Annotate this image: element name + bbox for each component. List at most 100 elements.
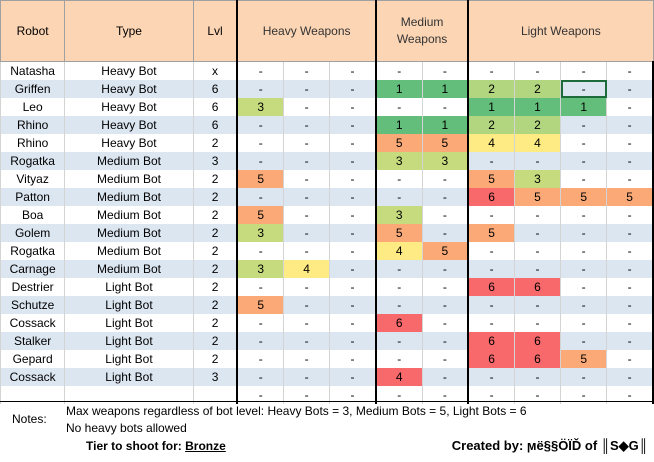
weapon-cell[interactable]: - [329,242,377,260]
weapon-cell[interactable]: - [421,206,469,224]
weapon-cell[interactable]: - [329,116,377,134]
weapon-cell[interactable]: - [236,350,285,368]
lvl-cell[interactable]: 2 [192,134,238,152]
robot-cell[interactable]: Patton [0,188,66,206]
weapon-cell[interactable]: - [606,224,654,242]
weapon-cell[interactable]: - [283,296,331,314]
weapon-cell[interactable]: - [236,242,285,260]
weapon-cell[interactable]: 1 [374,80,423,98]
weapon-cell[interactable]: - [606,278,654,296]
weapon-cell[interactable]: - [467,314,515,332]
weapon-cell[interactable]: - [374,61,423,80]
weapon-cell[interactable]: - [283,98,331,116]
weapon-cell[interactable]: - [329,350,377,368]
weapon-cell[interactable]: - [560,61,608,80]
weapon-cell[interactable]: 5 [236,296,285,314]
weapon-cell[interactable]: - [236,116,285,134]
header-lvl[interactable]: Lvl [192,0,238,62]
weapon-cell[interactable]: 4 [283,260,331,278]
weapon-cell[interactable]: - [236,314,285,332]
weapon-cell[interactable]: 2 [513,116,562,134]
type-cell[interactable]: Light Bot [64,368,194,386]
weapon-cell[interactable]: 2 [467,116,515,134]
weapon-cell[interactable]: - [606,61,654,80]
weapon-cell[interactable]: - [329,260,377,278]
weapon-cell[interactable]: 4 [374,242,423,260]
weapon-cell[interactable]: - [467,296,515,314]
lvl-cell[interactable]: 2 [192,260,238,278]
weapon-cell[interactable]: - [560,116,608,134]
lvl-cell[interactable]: x [192,61,238,80]
weapon-cell[interactable]: 6 [467,188,515,206]
weapon-cell[interactable]: - [606,386,654,404]
weapon-cell[interactable]: 4 [374,368,423,386]
weapon-cell[interactable]: - [513,61,562,80]
weapon-cell[interactable]: 3 [236,98,285,116]
lvl-cell[interactable]: 2 [192,332,238,350]
weapon-cell[interactable]: - [467,206,515,224]
weapon-cell[interactable]: 5 [421,134,469,152]
weapon-cell[interactable]: 6 [513,332,562,350]
weapon-cell[interactable]: - [283,314,331,332]
robot-cell[interactable]: Destrier [0,278,66,296]
robot-cell[interactable]: Rogatka [0,242,66,260]
weapon-cell[interactable]: 2 [513,80,562,98]
type-cell[interactable]: Light Bot [64,332,194,350]
weapon-cell[interactable]: 5 [374,224,423,242]
weapon-cell[interactable]: 5 [513,188,562,206]
weapon-cell[interactable]: 1 [421,116,469,134]
weapon-cell[interactable]: - [374,188,423,206]
weapon-cell[interactable]: 1 [467,98,515,116]
weapon-cell[interactable]: - [283,116,331,134]
type-cell[interactable]: Heavy Bot [64,134,194,152]
weapon-cell[interactable]: - [467,152,515,170]
type-cell[interactable]: Light Bot [64,278,194,296]
weapon-cell[interactable]: 5 [560,350,608,368]
weapon-cell[interactable]: - [283,61,331,80]
weapon-cell[interactable]: - [560,332,608,350]
weapon-cell[interactable]: - [329,152,377,170]
weapon-cell[interactable]: - [236,188,285,206]
weapon-cell[interactable]: - [560,260,608,278]
weapon-cell[interactable]: - [236,368,285,386]
weapon-cell[interactable]: - [329,332,377,350]
type-cell[interactable]: Light Bot [64,296,194,314]
weapon-cell[interactable]: 3 [421,152,469,170]
lvl-cell[interactable]: 2 [192,296,238,314]
weapon-cell[interactable]: - [467,260,515,278]
weapon-cell[interactable]: 1 [374,116,423,134]
weapon-cell[interactable]: - [329,314,377,332]
weapon-cell[interactable]: 1 [560,98,608,116]
weapon-cell[interactable]: - [467,368,515,386]
weapon-cell[interactable]: - [560,134,608,152]
weapon-cell[interactable]: - [236,134,285,152]
weapon-cell[interactable]: 5 [560,188,608,206]
weapon-cell[interactable]: - [421,296,469,314]
weapon-cell[interactable]: - [606,80,654,98]
type-cell[interactable]: Medium Bot [64,260,194,278]
robot-cell[interactable]: Stalker [0,332,66,350]
type-cell[interactable]: Heavy Bot [64,80,194,98]
type-cell[interactable]: Heavy Bot [64,61,194,80]
weapon-cell[interactable]: 5 [467,224,515,242]
weapon-cell[interactable]: - [421,170,469,188]
robot-cell[interactable]: Golem [0,224,66,242]
weapon-cell[interactable]: - [513,314,562,332]
header-robot[interactable]: Robot [0,0,66,62]
weapon-cell[interactable]: - [374,260,423,278]
weapon-cell[interactable]: - [329,206,377,224]
robot-cell[interactable]: Schutze [0,296,66,314]
robot-cell[interactable]: Griffen [0,80,66,98]
type-cell[interactable]: Medium Bot [64,188,194,206]
weapon-cell[interactable]: 6 [467,332,515,350]
weapon-cell[interactable]: 5 [467,170,515,188]
lvl-cell[interactable]: 2 [192,242,238,260]
robot-cell[interactable]: Rhino [0,116,66,134]
robot-cell[interactable]: Rhino [0,134,66,152]
weapon-cell[interactable]: 1 [513,98,562,116]
weapon-cell[interactable]: 5 [236,206,285,224]
weapon-cell[interactable]: - [421,278,469,296]
robot-cell[interactable]: Cossack [0,368,66,386]
weapon-cell[interactable]: - [560,224,608,242]
weapon-cell[interactable]: 2 [467,80,515,98]
